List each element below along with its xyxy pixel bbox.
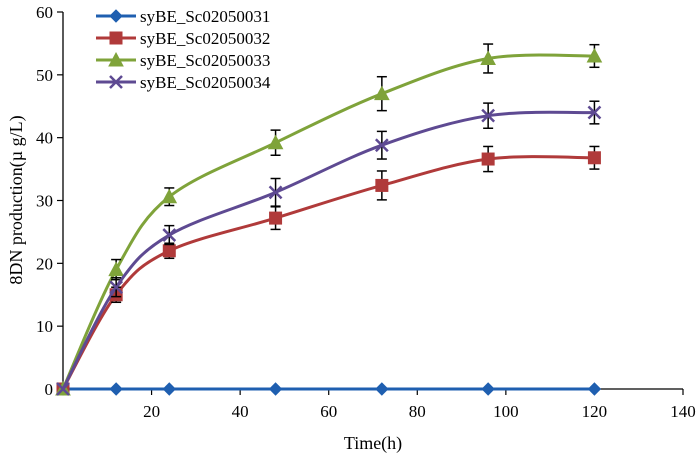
data-point xyxy=(161,188,178,204)
y-tick-label: 20 xyxy=(36,254,53,273)
legend-item: syBE_Sc02050031 xyxy=(96,7,270,26)
y-tick-label: 60 xyxy=(36,3,53,22)
series-syBE_Sc02050033 xyxy=(55,43,603,396)
series-line xyxy=(61,53,596,391)
series-syBE_Sc02050034 xyxy=(56,100,602,396)
y-tick-label: 0 xyxy=(45,380,54,399)
data-point xyxy=(267,134,284,150)
data-point xyxy=(162,244,176,258)
y-tick-label: 30 xyxy=(36,192,53,211)
data-point xyxy=(587,151,601,165)
x-tick-label: 140 xyxy=(670,402,696,421)
data-point xyxy=(162,382,176,396)
data-point xyxy=(481,152,495,166)
legend-item: syBE_Sc02050032 xyxy=(96,29,270,48)
y-tick-label: 10 xyxy=(36,317,53,336)
data-point xyxy=(268,382,283,396)
y-tick-label: 50 xyxy=(36,66,53,85)
data-point xyxy=(587,382,602,396)
legend-marker xyxy=(108,51,124,67)
data-point xyxy=(586,47,603,63)
data-point xyxy=(587,105,602,120)
legend-marker xyxy=(109,31,123,45)
x-ticks: 20 40 60 80 100 120 140 xyxy=(143,389,696,421)
y-tick-label: 40 xyxy=(36,129,53,148)
y-axis-title: 8DN production(µ g/L) xyxy=(6,115,27,284)
legend-item: syBE_Sc02050033 xyxy=(96,51,270,70)
data-point xyxy=(162,228,177,242)
legend: syBE_Sc02050031 syBE_Sc02050032 syBE_Sc020… xyxy=(96,7,271,92)
data-point xyxy=(375,178,389,192)
data-point xyxy=(374,138,389,153)
series-line xyxy=(61,155,596,391)
legend-label: syBE_Sc02050032 xyxy=(140,29,270,48)
data-point xyxy=(375,382,389,396)
legend-label: syBE_Sc02050034 xyxy=(140,73,271,92)
series-syBE_Sc02050032 xyxy=(56,145,601,396)
data-point xyxy=(374,85,390,101)
data-point xyxy=(269,211,283,225)
x-tick-label: 120 xyxy=(582,402,608,421)
x-tick-label: 100 xyxy=(493,402,519,421)
legend-item: syBE_Sc02050034 xyxy=(96,73,271,92)
legend-marker xyxy=(109,9,123,23)
data-point xyxy=(109,382,123,396)
data-point xyxy=(109,280,124,295)
legend-marker xyxy=(109,75,123,89)
data-point xyxy=(108,261,124,277)
data-point xyxy=(481,382,495,396)
y-ticks: 0 10 20 30 40 50 60 xyxy=(36,3,63,399)
x-tick-label: 40 xyxy=(232,402,249,421)
data-point xyxy=(480,50,496,65)
series-layer xyxy=(55,43,603,396)
legend-label: syBE_Sc02050033 xyxy=(140,51,270,70)
x-tick-label: 80 xyxy=(409,402,426,421)
x-tick-label: 60 xyxy=(320,402,337,421)
data-point xyxy=(481,108,496,123)
x-axis-title: Time(h) xyxy=(344,433,402,454)
data-point xyxy=(56,382,70,396)
x-tick-label: 20 xyxy=(143,402,160,421)
legend-label: syBE_Sc02050031 xyxy=(140,7,270,26)
data-point xyxy=(268,185,283,200)
series-line xyxy=(61,110,596,391)
